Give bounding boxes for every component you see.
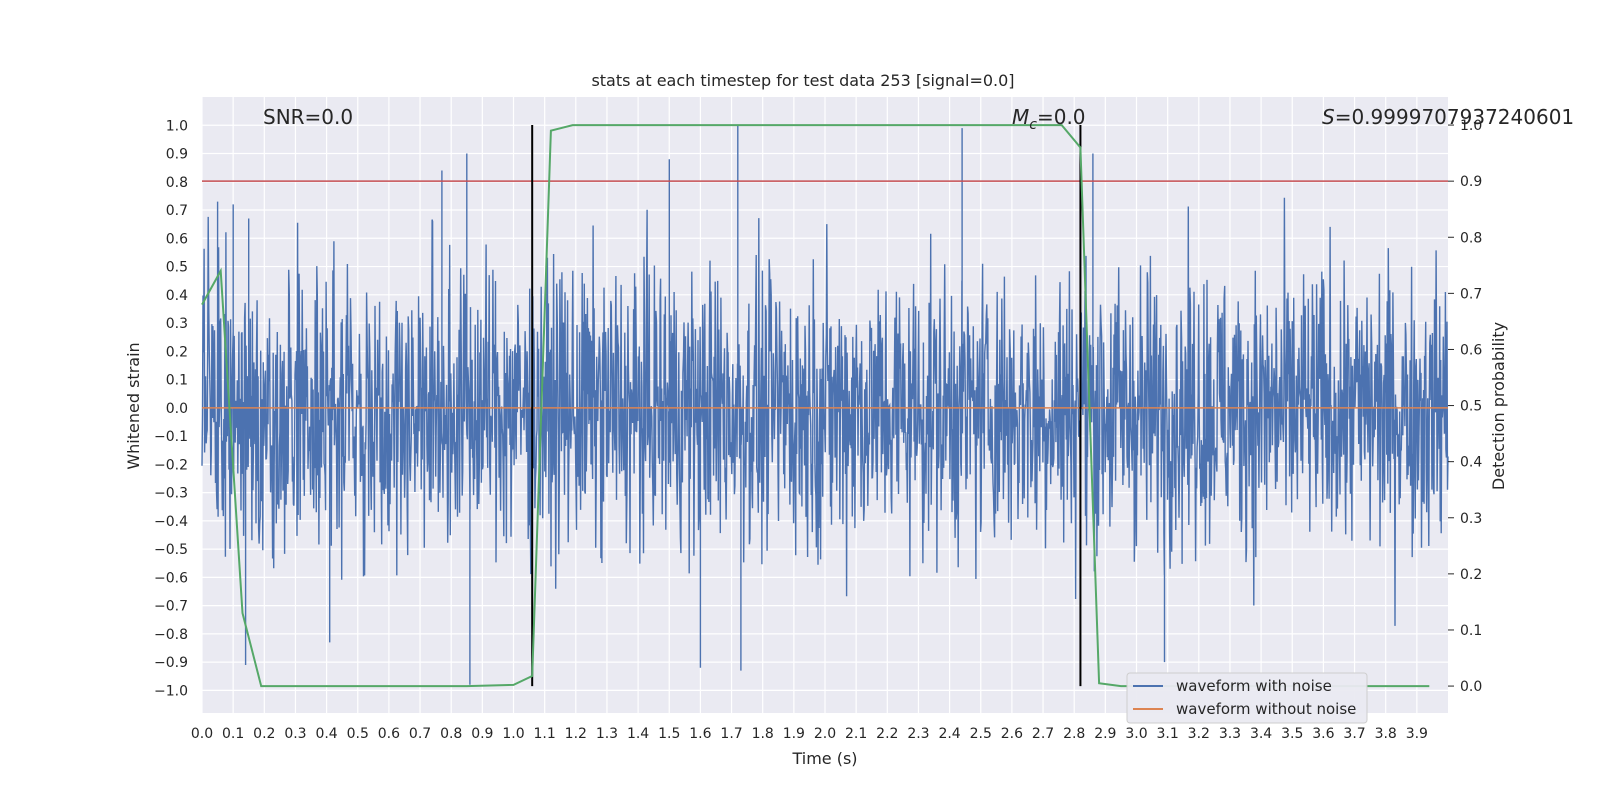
x-tick-label: 0.2: [253, 726, 275, 742]
snr-annotation: SNR=0.0: [263, 105, 353, 129]
x-tick-label: 2.3: [907, 726, 929, 742]
y-tick-label: −0.5: [154, 542, 188, 558]
mc-subscript: c: [1029, 117, 1037, 133]
x-tick-label: 0.6: [378, 726, 400, 742]
x-tick-label: 1.3: [596, 726, 618, 742]
x-tick-label: 1.6: [689, 726, 711, 742]
y-tick-label: 0.3: [166, 316, 188, 332]
x-tick-label: 2.8: [1063, 726, 1085, 742]
s-annotation: S=0.9999707937240601: [1322, 105, 1574, 129]
detection-probability-line: [201, 124, 1430, 688]
y2-axis-label: Detection probability: [1489, 322, 1508, 490]
y-tick-label: 0.1: [166, 373, 188, 389]
x-tick-label: 0.7: [409, 726, 431, 742]
y-tick-label: 1.0: [166, 118, 188, 134]
chart-title: stats at each timestep for test data 253…: [591, 71, 1014, 90]
y-tick-label: 0.9: [166, 147, 188, 163]
y-tick-label: −0.1: [154, 429, 188, 445]
y2-tick-label: 0.9: [1460, 174, 1482, 190]
y2-tick-labels: 0.0 0.1 0.2 0.3 0.4 0.5 0.6 0.7 0.8 0.9 1.0: [1448, 118, 1482, 695]
chirp-mass-annotation: Mc=0.0: [1012, 105, 1086, 133]
y-tick-label: −0.8: [154, 627, 188, 643]
y-tick-label: −0.4: [154, 514, 188, 530]
y-tick-label: −0.7: [154, 599, 188, 615]
x-tick-label: 0.8: [440, 726, 462, 742]
x-tick-label: 0.9: [471, 726, 493, 742]
y-tick-label: 0.0: [166, 401, 188, 417]
x-tick-label: 1.4: [627, 726, 649, 742]
y2-tick-label: 0.3: [1460, 511, 1482, 527]
y-tick-label: 0.8: [166, 175, 188, 191]
y-tick-label: −0.2: [154, 457, 188, 473]
x-tick-label: 0.0: [191, 726, 213, 742]
x-tick-label: 1.9: [783, 726, 805, 742]
y2-tick-label: 0.6: [1460, 342, 1482, 358]
x-tick-label: 0.5: [347, 726, 369, 742]
y-tick-label: 0.5: [166, 260, 188, 276]
x-tick-label: 1.8: [752, 726, 774, 742]
x-tick-label: 3.7: [1343, 726, 1365, 742]
y2-tick-label: 0.7: [1460, 286, 1482, 302]
x-tick-label: 2.2: [876, 726, 898, 742]
x-tick-label: 0.3: [284, 726, 306, 742]
x-tick-label: 2.4: [938, 726, 960, 742]
y-tick-label: −0.6: [154, 570, 188, 586]
y-tick-label: −1.0: [154, 683, 188, 699]
vertical-markers: [531, 125, 1082, 687]
y2-tick-label: 0.0: [1460, 679, 1482, 695]
x-axis-label: Time (s): [791, 749, 857, 768]
s-value: =0.9999707937240601: [1335, 105, 1574, 129]
x-tick-label: 1.1: [534, 726, 556, 742]
x-tick-label: 0.4: [315, 726, 337, 742]
x-tick-label: 3.0: [1125, 726, 1147, 742]
legend: waveform with noise waveform without noi…: [1126, 672, 1368, 724]
x-tick-label: 3.3: [1219, 726, 1241, 742]
y-tick-label: −0.3: [154, 486, 188, 502]
y-tick-labels: −1.0 −0.9 −0.8 −0.7 −0.6 −0.5 −0.4 −0.3 −0.2 −0.1…: [154, 118, 188, 699]
x-tick-label: 1.0: [502, 726, 524, 742]
y-tick-label: 0.4: [166, 288, 188, 304]
x-tick-label: 2.0: [814, 726, 836, 742]
y2-tick-label: 0.8: [1460, 230, 1482, 246]
y-tick-label: 0.6: [166, 231, 188, 247]
x-tick-label: 1.5: [658, 726, 680, 742]
x-tick-label: 2.6: [1001, 726, 1023, 742]
x-tick-label: 2.9: [1094, 726, 1116, 742]
x-tick-label: 1.2: [565, 726, 587, 742]
x-tick-label: 1.7: [720, 726, 742, 742]
x-tick-label: 0.1: [222, 726, 244, 742]
x-tick-label: 3.5: [1281, 726, 1303, 742]
x-tick-label: 2.5: [970, 726, 992, 742]
x-tick-label: 3.9: [1406, 726, 1428, 742]
x-tick-label: 3.4: [1250, 726, 1272, 742]
mc-symbol: M: [1012, 105, 1029, 129]
legend-label-noise: waveform with noise: [1176, 677, 1332, 695]
x-tick-labels: 0.0 0.1 0.2 0.3 0.4 0.5 0.6 0.7 0.8 0.9 1.0 1.1 1.2 1…: [191, 726, 1428, 742]
y-tick-label: 0.2: [166, 344, 188, 360]
y2-tick-label: 1.0: [1460, 118, 1482, 134]
y-tick-label: −0.9: [154, 655, 188, 671]
noise-waveform: [201, 125, 1449, 685]
y2-tick-label: 0.1: [1460, 623, 1482, 639]
y2-tick-label: 0.2: [1460, 567, 1482, 583]
y2-tick-label: 0.4: [1460, 455, 1482, 471]
y-tick-label: 0.7: [166, 203, 188, 219]
noise-waveform-path: [201, 125, 1449, 685]
s-symbol: S: [1322, 105, 1335, 129]
x-tick-label: 3.6: [1312, 726, 1334, 742]
mc-value: =0.0: [1037, 105, 1086, 129]
y-axis-label: Whitened strain: [124, 342, 143, 469]
legend-box: [1126, 672, 1368, 724]
y2-tick-label: 0.5: [1460, 399, 1482, 415]
x-tick-label: 3.8: [1375, 726, 1397, 742]
legend-label-clean: waveform without noise: [1176, 700, 1356, 718]
x-tick-label: 3.2: [1188, 726, 1210, 742]
x-tick-label: 3.1: [1157, 726, 1179, 742]
x-tick-label: 2.7: [1032, 726, 1054, 742]
x-tick-label: 2.1: [845, 726, 867, 742]
